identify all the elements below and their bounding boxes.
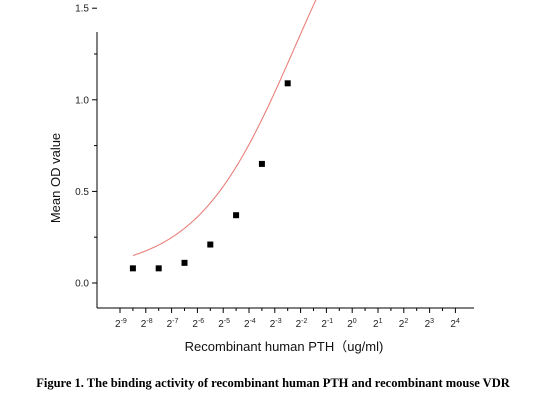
- x-tick-label: 22: [399, 318, 409, 330]
- x-tick-label: 2-6: [192, 318, 204, 330]
- data-point: [258, 160, 265, 167]
- y-tick-label: 0.0: [75, 279, 89, 290]
- axes: 0.00.51.01.52.02.52-92-82-72-62-52-42-32…: [75, 4, 474, 330]
- data-point: [181, 259, 188, 266]
- figure-caption: Figure 1. The binding activity of recomb…: [36, 376, 510, 390]
- x-tick-label: 23: [425, 318, 435, 330]
- x-tick-label: 2-4: [244, 318, 256, 330]
- points-layer: [129, 80, 291, 272]
- x-tick-label: 2-5: [218, 318, 230, 330]
- x-tick-label: 24: [450, 318, 460, 330]
- data-point: [284, 80, 291, 87]
- data-point: [233, 212, 240, 219]
- y-tick-label: 0.5: [75, 187, 89, 198]
- x-tick-label: 20: [347, 318, 357, 330]
- binding-activity-chart: 0.00.51.01.52.02.52-92-82-72-62-52-42-32…: [48, 0, 474, 354]
- x-tick-label: 2-7: [167, 318, 179, 330]
- x-tick-label: 2-3: [270, 318, 282, 330]
- x-tick-label: 2-9: [115, 318, 127, 330]
- x-axis-title: Recombinant human PTH（ug/ml): [185, 339, 384, 354]
- y-tick-label: 1.5: [75, 4, 89, 15]
- data-point: [207, 241, 214, 248]
- fit-layer: [132, 0, 317, 257]
- data-point: [129, 265, 136, 272]
- y-tick-label: 1.0: [75, 95, 89, 106]
- y-axis-title: Mean OD value: [48, 133, 63, 223]
- x-tick-label: 2-1: [321, 318, 333, 330]
- x-tick-label: 2-2: [296, 318, 308, 330]
- data-point: [155, 265, 162, 272]
- fit-curve: [132, 0, 317, 257]
- x-tick-label: 21: [373, 318, 383, 330]
- x-tick-label: 2-8: [141, 318, 153, 330]
